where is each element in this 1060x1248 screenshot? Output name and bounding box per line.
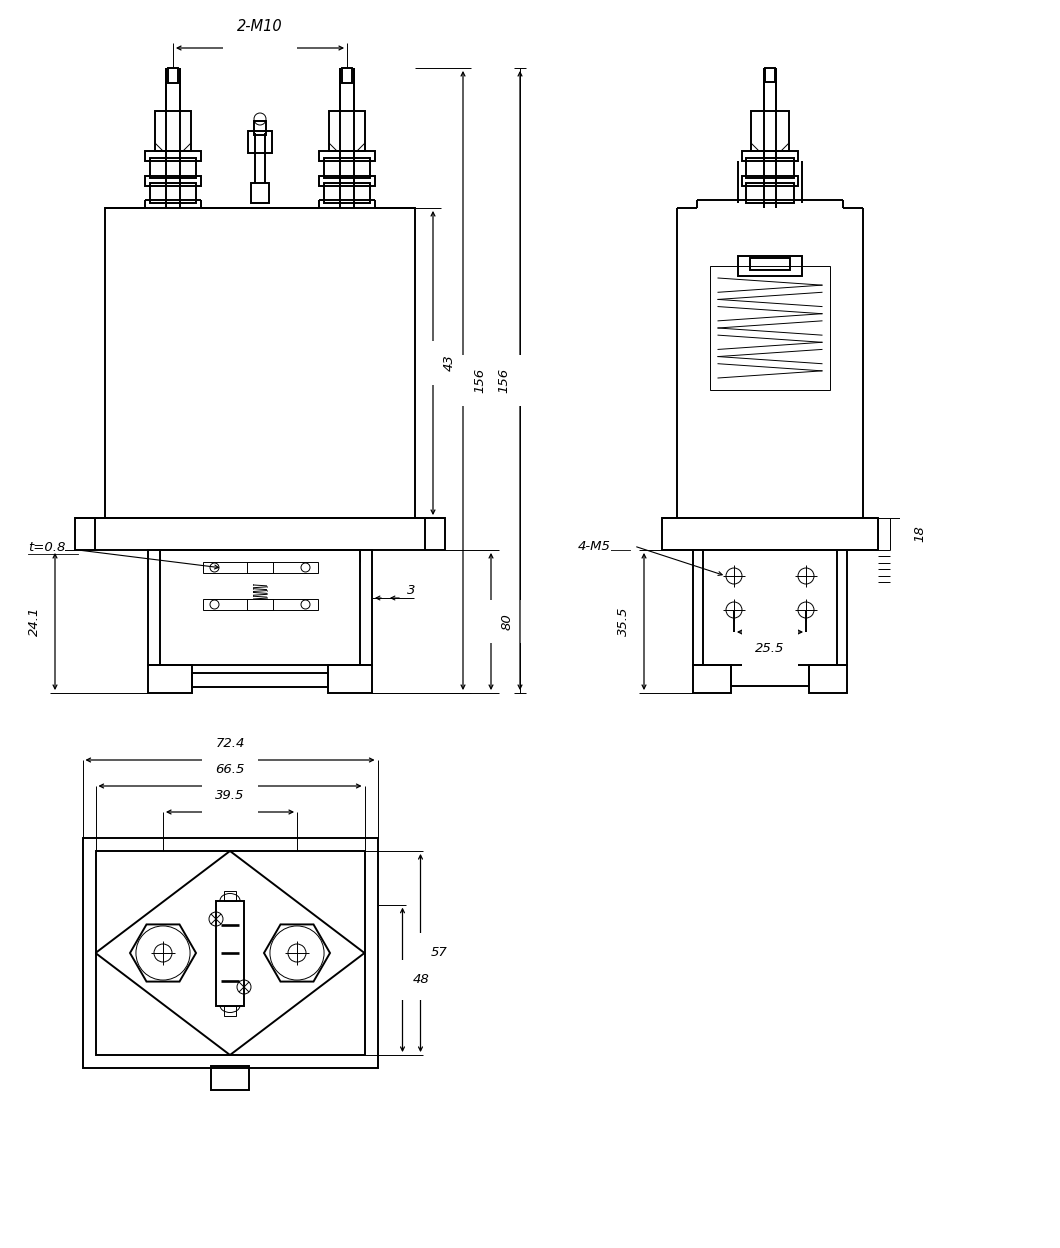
Bar [105, 208, 416, 518]
Bar [342, 67, 352, 84]
Bar [155, 111, 191, 151]
Bar [319, 151, 375, 161]
Bar [750, 258, 790, 270]
Bar [254, 121, 266, 135]
Bar [328, 665, 372, 693]
Bar [742, 151, 798, 161]
Bar [95, 851, 365, 1055]
Text: 72.4: 72.4 [215, 738, 245, 750]
Text: 156: 156 [497, 368, 510, 393]
Bar [251, 183, 269, 203]
Bar [693, 665, 731, 693]
Text: 80: 80 [501, 613, 514, 630]
Text: 25.5: 25.5 [756, 641, 784, 655]
Bar [151, 183, 196, 203]
Text: 24.1: 24.1 [28, 607, 41, 636]
Bar [148, 550, 372, 665]
Bar [83, 837, 377, 1068]
Bar [75, 518, 445, 550]
Bar [247, 562, 273, 573]
Bar [324, 158, 370, 178]
Text: 3: 3 [407, 584, 416, 597]
Bar [148, 665, 192, 693]
Text: 18: 18 [913, 525, 926, 542]
Bar [746, 183, 794, 203]
Bar [211, 1066, 249, 1090]
Bar [248, 131, 272, 154]
Bar [151, 158, 196, 178]
Text: 43: 43 [443, 354, 456, 372]
Text: 66.5: 66.5 [215, 763, 245, 776]
Bar [746, 158, 794, 178]
Text: 48: 48 [412, 973, 429, 986]
Bar [202, 562, 318, 573]
Bar [216, 901, 244, 1006]
Bar [192, 673, 328, 686]
Bar [765, 67, 775, 82]
Text: 2-M10: 2-M10 [237, 19, 283, 34]
Bar [145, 151, 201, 161]
Bar [662, 518, 878, 550]
Text: 39.5: 39.5 [215, 789, 245, 802]
Text: 57: 57 [430, 946, 447, 960]
Text: 35.5: 35.5 [617, 607, 630, 636]
Bar [742, 176, 798, 186]
Bar [202, 599, 318, 610]
Bar [809, 665, 847, 693]
Text: 156: 156 [473, 368, 485, 393]
Bar [224, 1006, 236, 1016]
Bar [167, 67, 178, 84]
Bar [145, 176, 201, 186]
Bar [324, 183, 370, 203]
Bar [693, 550, 847, 665]
Bar [738, 256, 802, 276]
Text: 4-M5: 4-M5 [578, 539, 611, 553]
Text: t=0.8: t=0.8 [28, 540, 66, 554]
Bar [710, 266, 830, 389]
Bar [247, 599, 273, 610]
Bar [224, 891, 236, 901]
Bar [750, 111, 789, 151]
Bar [319, 176, 375, 186]
Bar [329, 111, 365, 151]
